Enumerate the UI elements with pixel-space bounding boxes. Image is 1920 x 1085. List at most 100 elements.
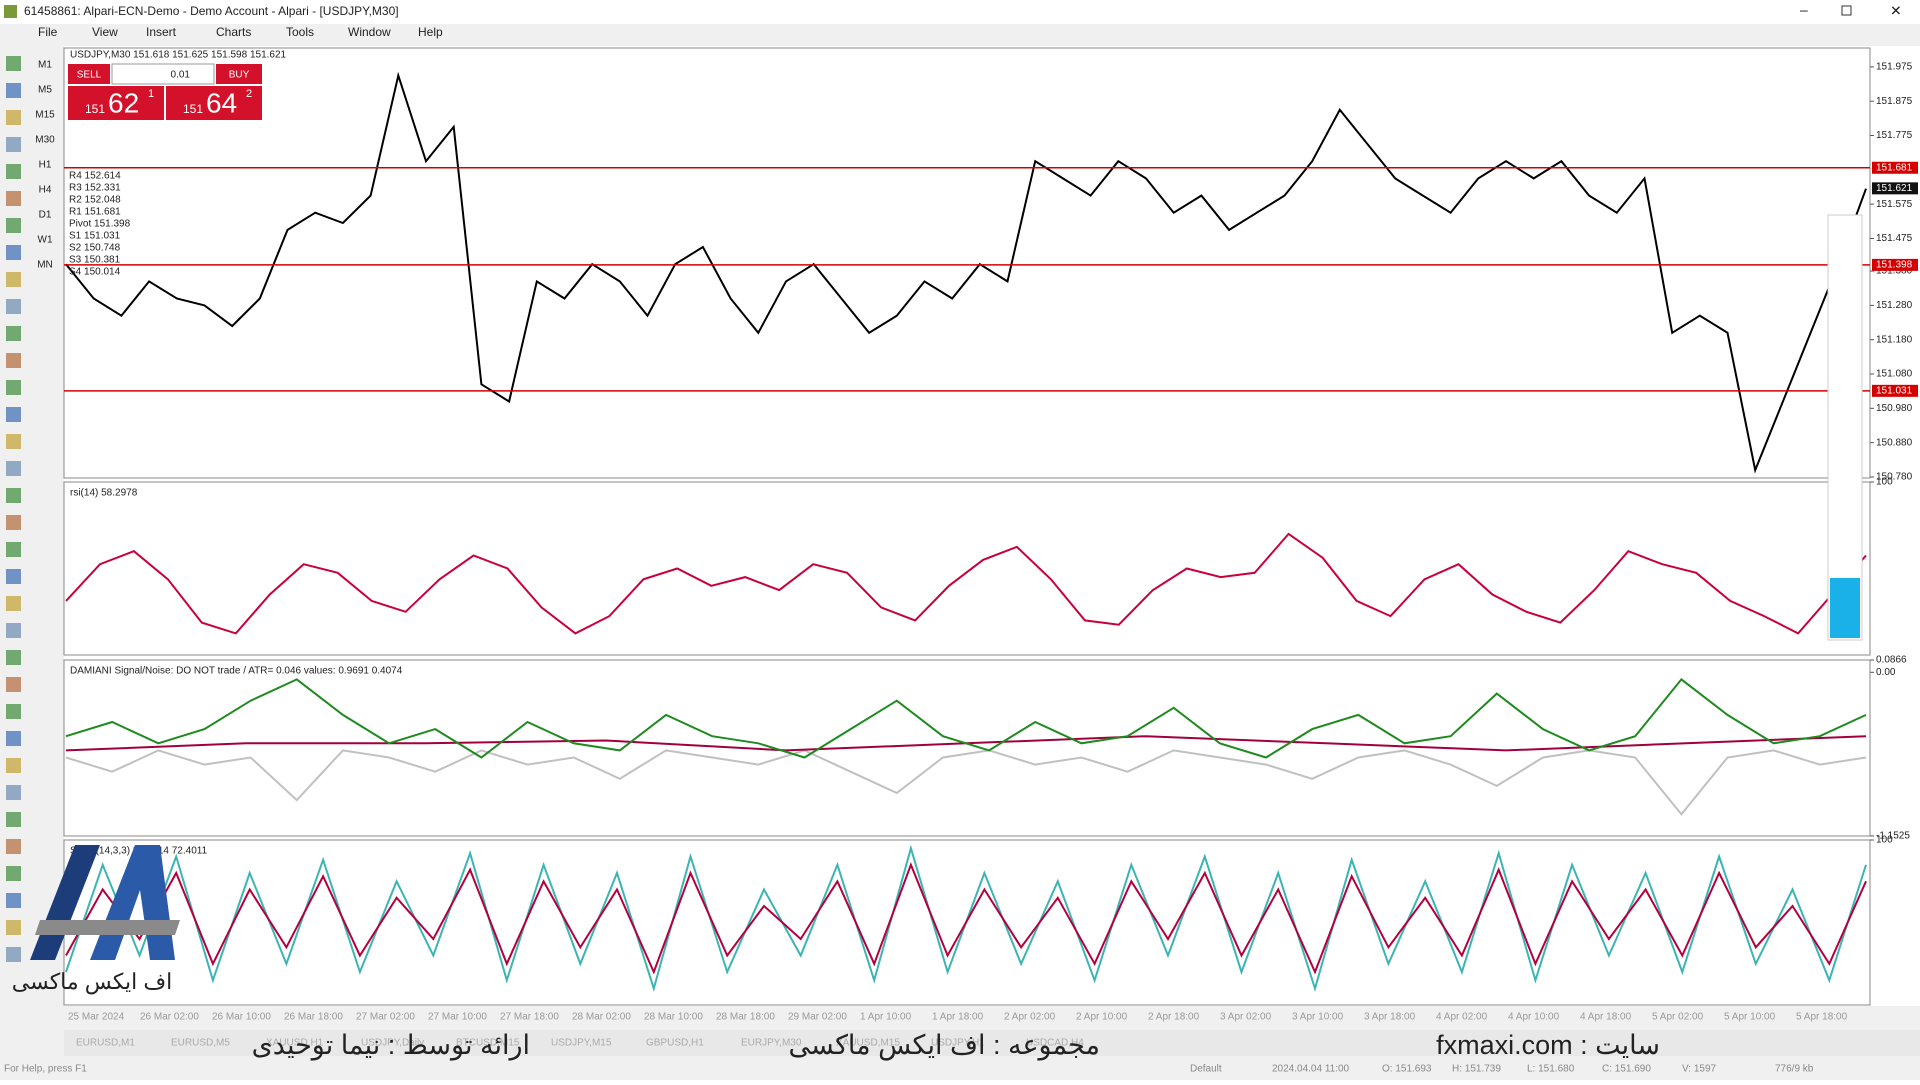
- chart-tab[interactable]: USDJPY,H1: [931, 1038, 985, 1049]
- toolbar-icon[interactable]: [6, 299, 21, 314]
- maximize-button[interactable]: [1841, 5, 1852, 16]
- toolbar-icon[interactable]: [6, 245, 21, 260]
- level-label: 151.398: [1876, 260, 1913, 271]
- timeframe-button[interactable]: H1: [39, 160, 52, 171]
- chart-tab[interactable]: EURUSD,M1: [76, 1038, 135, 1049]
- collection-text: مجموعه : اف ایکس ماکسی: [788, 1030, 1100, 1061]
- level-label: 151.031: [1876, 385, 1913, 396]
- timeframe-button[interactable]: W1: [38, 235, 53, 246]
- toolbar-icon[interactable]: [6, 785, 21, 800]
- toolbar-icon[interactable]: [6, 380, 21, 395]
- toolbar-icon[interactable]: [6, 677, 21, 692]
- y-tick-label: -1.1525: [1876, 831, 1910, 842]
- series-line: [65, 749, 1867, 816]
- pivot-label: S1 151.031: [69, 231, 121, 242]
- timeframe-button[interactable]: MN: [37, 260, 53, 271]
- toolbar-icon[interactable]: [6, 218, 21, 233]
- series-line: [65, 678, 1867, 759]
- chart-tab[interactable]: XAUUSD,M15: [836, 1038, 900, 1049]
- toolbar-icon[interactable]: [6, 731, 21, 746]
- toolbar-icon[interactable]: [6, 623, 21, 638]
- timeframe-button[interactable]: M5: [38, 85, 52, 96]
- menu-item[interactable]: Tools: [286, 25, 314, 39]
- toolbar-icon[interactable]: [6, 191, 21, 206]
- y-tick-label: 151.475: [1876, 233, 1913, 244]
- y-tick-label: 150.880: [1876, 437, 1913, 448]
- toolbar-icon[interactable]: [6, 812, 21, 827]
- timeframe-button[interactable]: D1: [39, 210, 52, 221]
- status-item: O: 151.693: [1382, 1064, 1432, 1075]
- timeframe-button[interactable]: H4: [39, 185, 52, 196]
- minimize-button[interactable]: –: [1800, 2, 1808, 18]
- chart-tab[interactable]: GBPUSD,H1: [646, 1038, 704, 1049]
- toolbar-icon[interactable]: [6, 704, 21, 719]
- toolbar-icon[interactable]: [6, 488, 21, 503]
- chart-tab[interactable]: USDCAD,H4: [1026, 1038, 1084, 1049]
- toolbar-icon[interactable]: [6, 569, 21, 584]
- menu-item[interactable]: Insert: [146, 25, 177, 39]
- timeframe-button[interactable]: M30: [35, 135, 55, 146]
- chart-tab[interactable]: USDJPY,Daily: [361, 1038, 424, 1049]
- toolbar-icon[interactable]: [6, 515, 21, 530]
- toolbar-icon[interactable]: [6, 434, 21, 449]
- menu-item[interactable]: Charts: [216, 25, 251, 39]
- sell-button[interactable]: [68, 64, 110, 84]
- title-bar: [0, 0, 1920, 24]
- menu-bar: File View Insert Charts Tools Window Help: [38, 25, 443, 39]
- toolbar-icon[interactable]: [6, 56, 21, 71]
- toolbar-icon[interactable]: [6, 110, 21, 125]
- current-price: 151.621: [1876, 183, 1913, 194]
- close-button[interactable]: ✕: [1890, 3, 1902, 19]
- left-toolbar: [0, 44, 62, 1030]
- time-label: 28 Mar 02:00: [572, 1012, 631, 1023]
- y-tick-label: 151.380: [1876, 266, 1913, 277]
- pivot-label: R1 151.681: [69, 207, 121, 218]
- time-label: 5 Apr 10:00: [1724, 1012, 1776, 1023]
- timeframe-button[interactable]: M15: [35, 110, 55, 121]
- toolbar-icon[interactable]: [6, 893, 21, 908]
- logo-shape: [35, 920, 180, 935]
- chart-tab[interactable]: BTCUSD,M15: [456, 1038, 520, 1049]
- toolbar-icon[interactable]: [6, 326, 21, 341]
- timeframe-button[interactable]: M1: [38, 60, 52, 71]
- time-label: 28 Mar 18:00: [716, 1012, 775, 1023]
- time-label: 27 Mar 10:00: [428, 1012, 487, 1023]
- bid-box[interactable]: [68, 86, 164, 120]
- menu-item[interactable]: Window: [348, 25, 391, 39]
- menu-item[interactable]: Help: [418, 25, 443, 39]
- toolbar-icon[interactable]: [6, 83, 21, 98]
- chart-tab[interactable]: EURJPY,M30: [741, 1038, 802, 1049]
- tab-bar: [64, 1030, 1920, 1056]
- toolbar-icon[interactable]: [6, 272, 21, 287]
- bid-sup: 1: [148, 88, 154, 100]
- toolbar-icon[interactable]: [6, 758, 21, 773]
- status-item: 776/9 kb: [1775, 1064, 1814, 1075]
- y-tick-label: 100: [1876, 477, 1893, 488]
- ask-box[interactable]: [166, 86, 262, 120]
- y-tick-label: 100: [1876, 835, 1893, 846]
- toolbar-icon[interactable]: [6, 650, 21, 665]
- menu-item[interactable]: View: [92, 25, 118, 39]
- buy-button[interactable]: [216, 64, 262, 84]
- toolbar-icon[interactable]: [6, 137, 21, 152]
- menu-item[interactable]: File: [38, 25, 58, 39]
- toolbar-icon[interactable]: [6, 839, 21, 854]
- color-swatch[interactable]: [1830, 578, 1860, 638]
- toolbar-icon[interactable]: [6, 164, 21, 179]
- toolbar-icon[interactable]: [6, 920, 21, 935]
- toolbar-icon[interactable]: [6, 596, 21, 611]
- chart-tab[interactable]: USDJPY,M15: [551, 1038, 612, 1049]
- chart-tab[interactable]: XAUUSD,H1: [266, 1038, 324, 1049]
- toolbar-icon[interactable]: [6, 461, 21, 476]
- time-label: 26 Mar 02:00: [140, 1012, 199, 1023]
- toolbar-icon[interactable]: [6, 866, 21, 881]
- status-item: C: 151.690: [1602, 1064, 1651, 1075]
- toolbar-icon[interactable]: [6, 353, 21, 368]
- toolbar-icon[interactable]: [6, 542, 21, 557]
- toolbar-icon[interactable]: [6, 407, 21, 422]
- lot-field[interactable]: [111, 63, 215, 85]
- chart-tab[interactable]: EURUSD,M5: [171, 1038, 230, 1049]
- chart-window: [64, 46, 1920, 1006]
- time-label: 4 Apr 18:00: [1580, 1012, 1632, 1023]
- toolbar-icon[interactable]: [6, 947, 21, 962]
